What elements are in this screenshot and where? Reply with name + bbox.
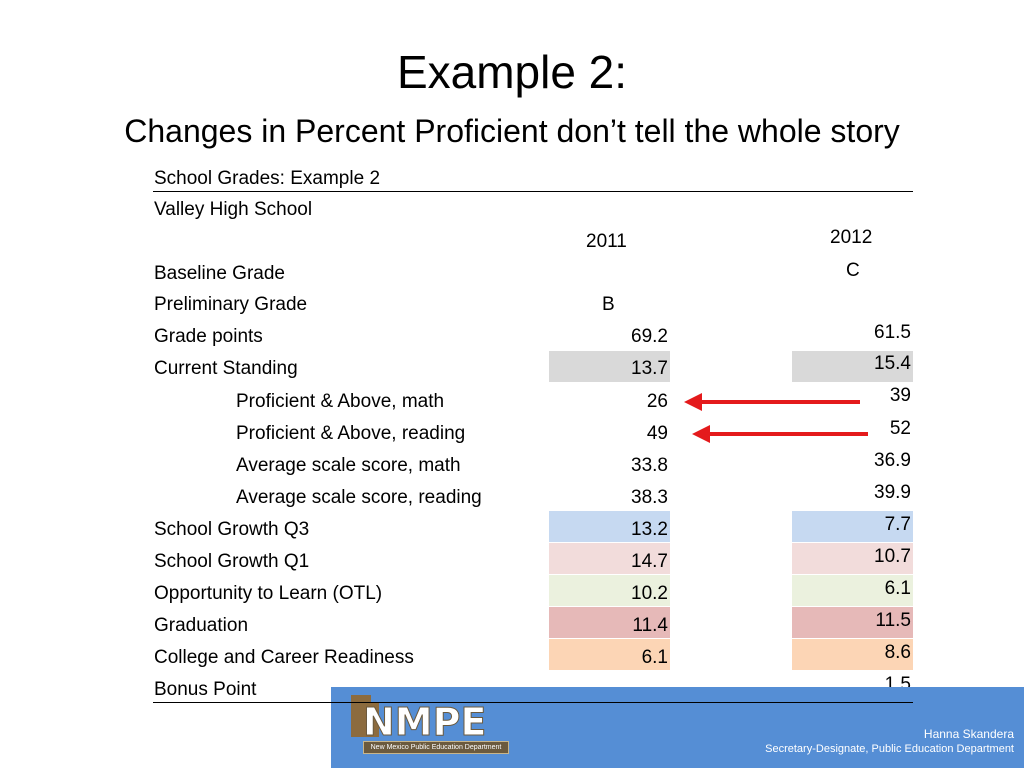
shade-2011-ccr xyxy=(549,639,670,670)
value-2011-graduation: 11.4 xyxy=(632,615,668,636)
table-caption: School Grades: Example 2 xyxy=(154,168,381,189)
nmped-logo-graphic: NMPED xyxy=(351,695,518,745)
year-2011-header: 2011 xyxy=(586,231,627,252)
row-label-scale-reading: Average scale score, reading xyxy=(236,487,482,508)
value-2012-scale-math: 36.9 xyxy=(874,450,911,471)
shade-2012-ccr xyxy=(792,639,913,670)
value-2012-ccr: 8.6 xyxy=(884,642,911,663)
shade-2011-graduation xyxy=(549,607,670,638)
shade-2011-growth-q3 xyxy=(549,511,670,542)
table-bottom-rule xyxy=(153,702,913,703)
value-2012-growth-q3: 7.7 xyxy=(884,514,911,535)
value-2012-current-standing: 15.4 xyxy=(874,353,911,374)
footer-band: NMPED New Mexico Public Education Depart… xyxy=(331,687,1024,768)
row-label-scale-math: Average scale score, math xyxy=(236,455,461,476)
value-2011-preliminary-grade: B xyxy=(602,294,615,315)
shade-2011-growth-q1 xyxy=(549,543,670,574)
shade-2011-otl xyxy=(549,575,670,606)
slide-title: Example 2: xyxy=(396,46,628,98)
value-2011-growth-q3: 13.2 xyxy=(631,519,668,540)
shade-2012-current-standing xyxy=(792,351,913,382)
value-2011-growth-q1: 14.7 xyxy=(631,551,668,572)
value-2012-grade-points: 61.5 xyxy=(874,322,911,343)
row-label-bonus-point: Bonus Point xyxy=(154,679,257,700)
value-2011-proficient-reading: 49 xyxy=(646,423,668,444)
arrow-proficient-math xyxy=(684,393,860,411)
logo-caption: New Mexico Public Education Department xyxy=(363,741,509,754)
row-label-graduation: Graduation xyxy=(154,615,249,636)
value-2012-growth-q1: 10.7 xyxy=(874,546,911,567)
footer-presenter-role: Secretary-Designate, Public Education De… xyxy=(765,743,1014,755)
slide-subtitle: Changes in Percent Proficient don’t tell… xyxy=(124,113,900,149)
row-label-preliminary-grade: Preliminary Grade xyxy=(154,294,308,315)
arrow-proficient-reading xyxy=(692,425,868,443)
year-2012-header: 2012 xyxy=(830,227,873,248)
shade-2012-growth-q1 xyxy=(792,543,913,574)
row-label-otl: Opportunity to Learn (OTL) xyxy=(154,583,383,604)
value-2011-proficient-math: 26 xyxy=(646,391,668,412)
row-label-current-standing: Current Standing xyxy=(154,358,298,379)
value-2012-otl: 6.1 xyxy=(884,578,911,599)
row-label-grade-points: Grade points xyxy=(154,326,263,347)
row-label-growth-q1: School Growth Q1 xyxy=(154,551,310,572)
value-2012-proficient-math: 39 xyxy=(889,385,911,406)
value-2012-baseline-grade: C xyxy=(846,260,860,281)
value-2012-scale-reading: 39.9 xyxy=(874,482,911,503)
value-2011-ccr: 6.1 xyxy=(641,647,668,668)
row-label-proficient-math: Proficient & Above, math xyxy=(236,391,445,412)
shade-2011-current-standing xyxy=(549,351,670,382)
footer-presenter-name: Hanna Skandera xyxy=(923,727,1014,741)
table-top-rule xyxy=(153,191,913,192)
value-2011-otl: 10.2 xyxy=(631,583,668,604)
row-label-growth-q3: School Growth Q3 xyxy=(154,519,310,540)
value-2012-proficient-reading: 52 xyxy=(889,418,911,439)
value-2011-current-standing: 13.7 xyxy=(631,358,668,379)
value-2011-scale-math: 33.8 xyxy=(631,455,668,476)
shade-2012-otl xyxy=(792,575,913,606)
school-name: Valley High School xyxy=(154,199,313,220)
value-2011-scale-reading: 38.3 xyxy=(631,487,668,508)
value-2012-graduation: 11.5 xyxy=(875,610,911,631)
row-label-proficient-reading: Proficient & Above, reading xyxy=(236,423,466,444)
shade-2012-graduation xyxy=(792,607,913,638)
row-label-baseline-grade: Baseline Grade xyxy=(154,263,285,284)
row-label-ccr: College and Career Readiness xyxy=(154,647,414,668)
value-2011-grade-points: 69.2 xyxy=(631,326,668,347)
svg-text:NMPED: NMPED xyxy=(363,700,489,741)
shade-2012-growth-q3 xyxy=(792,511,913,542)
